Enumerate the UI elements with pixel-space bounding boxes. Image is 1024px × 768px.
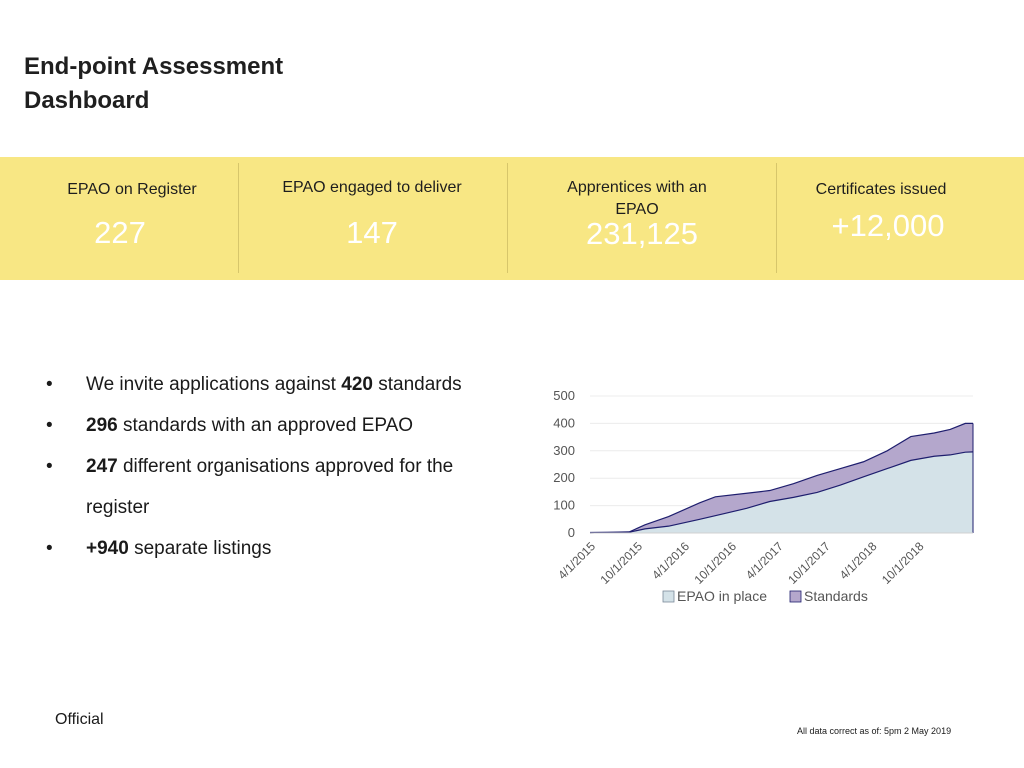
y-tick-label: 200 bbox=[553, 470, 575, 485]
stat-label-certificates: Certificates issued bbox=[815, 181, 947, 198]
stat-value-epao-engaged: 147 bbox=[346, 215, 398, 250]
bullet-list: • We invite applications against 420 stan… bbox=[40, 364, 480, 569]
x-tick-label: 4/1/2017 bbox=[743, 539, 786, 582]
bullet-dot: • bbox=[46, 374, 53, 395]
legend-swatch-epao bbox=[662, 590, 675, 603]
stat-value-apprentices: 231,125 bbox=[585, 216, 699, 251]
bullet-item: • We invite applications against 420 stan… bbox=[40, 364, 480, 405]
stat-value-epao-register: 227 bbox=[94, 215, 146, 250]
x-tick-label: 4/1/2018 bbox=[837, 539, 880, 582]
page-title: End-point Assessment Dashboard bbox=[24, 50, 283, 118]
official-label: Official bbox=[55, 711, 104, 728]
x-tick-label: 4/1/2016 bbox=[649, 539, 692, 582]
bullet-item: • 296 standards with an approved EPAO bbox=[40, 405, 480, 446]
page-title-line-1: End-point Assessment bbox=[24, 53, 284, 80]
x-tick-label: 4/1/2015 bbox=[555, 539, 598, 582]
page-title-line-2: Dashboard bbox=[24, 87, 150, 114]
y-tick-label: 500 bbox=[553, 388, 575, 403]
bullet-number: 247 bbox=[86, 456, 118, 477]
bullet-dot: • bbox=[46, 415, 53, 436]
x-tick-label: 10/1/2015 bbox=[597, 539, 645, 587]
x-tick-label: 10/1/2017 bbox=[785, 539, 833, 587]
stat-divider bbox=[776, 163, 777, 273]
legend-label-epao: EPAO in place bbox=[677, 588, 767, 604]
bullet-text: standards with an approved EPAO bbox=[117, 415, 414, 436]
legend-swatch-standards bbox=[789, 590, 802, 603]
x-tick-label: 10/1/2016 bbox=[691, 539, 739, 587]
y-tick-label: 100 bbox=[553, 498, 575, 513]
stats-band: EPAO on Register 227 EPAO engaged to del… bbox=[0, 157, 1024, 280]
bullet-number: 420 bbox=[341, 374, 373, 395]
stat-divider bbox=[238, 163, 239, 273]
x-tick-label: 10/1/2018 bbox=[879, 539, 927, 587]
bullet-text: different organisations approved for the… bbox=[86, 456, 454, 518]
y-tick-label: 300 bbox=[553, 443, 575, 458]
bullet-dot: • bbox=[46, 456, 53, 477]
bullet-text: separate listings bbox=[128, 538, 272, 559]
legend-label-standards: Standards bbox=[804, 588, 868, 604]
bullet-text: standards bbox=[372, 374, 462, 395]
y-tick-label: 0 bbox=[568, 525, 575, 540]
bullet-item: • 247 different organisations approved fo… bbox=[40, 446, 480, 528]
stat-label-apprentices: Apprentices with an EPAO bbox=[567, 179, 707, 218]
series-standards-area bbox=[590, 423, 973, 533]
series-epao-line bbox=[589, 451, 974, 534]
stat-label-epao-engaged: EPAO engaged to deliver bbox=[282, 179, 462, 196]
y-tick-label: 400 bbox=[553, 415, 575, 430]
bullet-text: We invite applications against bbox=[86, 374, 342, 395]
bullet-item: • +940 separate listings bbox=[40, 528, 480, 569]
stat-value-certificates: +12,000 bbox=[831, 208, 945, 243]
stat-label-epao-register: EPAO on Register bbox=[67, 181, 197, 198]
bullet-dot: • bbox=[46, 538, 53, 559]
stat-divider bbox=[507, 163, 508, 273]
bullet-number: +940 bbox=[86, 538, 129, 559]
data-note: All data correct as of: 5pm 2 May 2019 bbox=[797, 726, 952, 736]
series-standards-line bbox=[589, 422, 973, 534]
bullet-number: 296 bbox=[86, 415, 118, 436]
